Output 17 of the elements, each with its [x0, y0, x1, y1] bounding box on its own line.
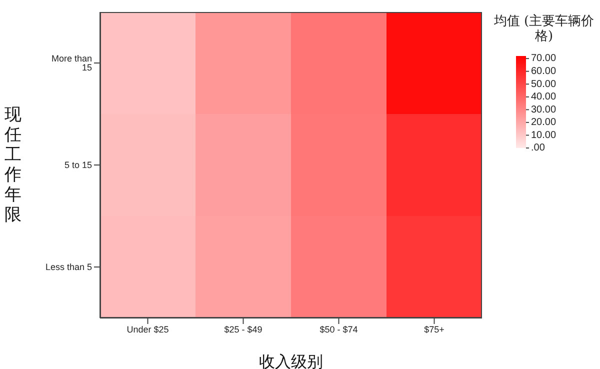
color-bar-label: .00	[531, 142, 546, 154]
color-bar-label: 50.00	[531, 78, 556, 90]
y-tick-label: More than 15	[51, 54, 92, 73]
y-tick-label: Less than 5	[45, 262, 92, 272]
color-bar-label: 30.00	[531, 104, 556, 116]
color-bar-label: 70.00	[531, 53, 556, 64]
x-tick-label: $75+	[424, 324, 444, 334]
y-tick-label: 5 to 15	[64, 160, 92, 170]
color-bar-label: 40.00	[531, 92, 556, 103]
legend-title: 均值 (主要车辆价格)	[492, 14, 596, 44]
x-tick-label: $50 - $74	[320, 324, 358, 334]
color-bar-label: 10.00	[531, 130, 556, 141]
color-bar-label: 60.00	[531, 66, 556, 77]
x-tick-label: Under $25	[126, 324, 169, 334]
y-axis-title: 现任工作年限	[4, 105, 22, 225]
color-bar-label: 20.00	[531, 117, 556, 128]
x-tick-label: $25 - $49	[224, 324, 262, 334]
